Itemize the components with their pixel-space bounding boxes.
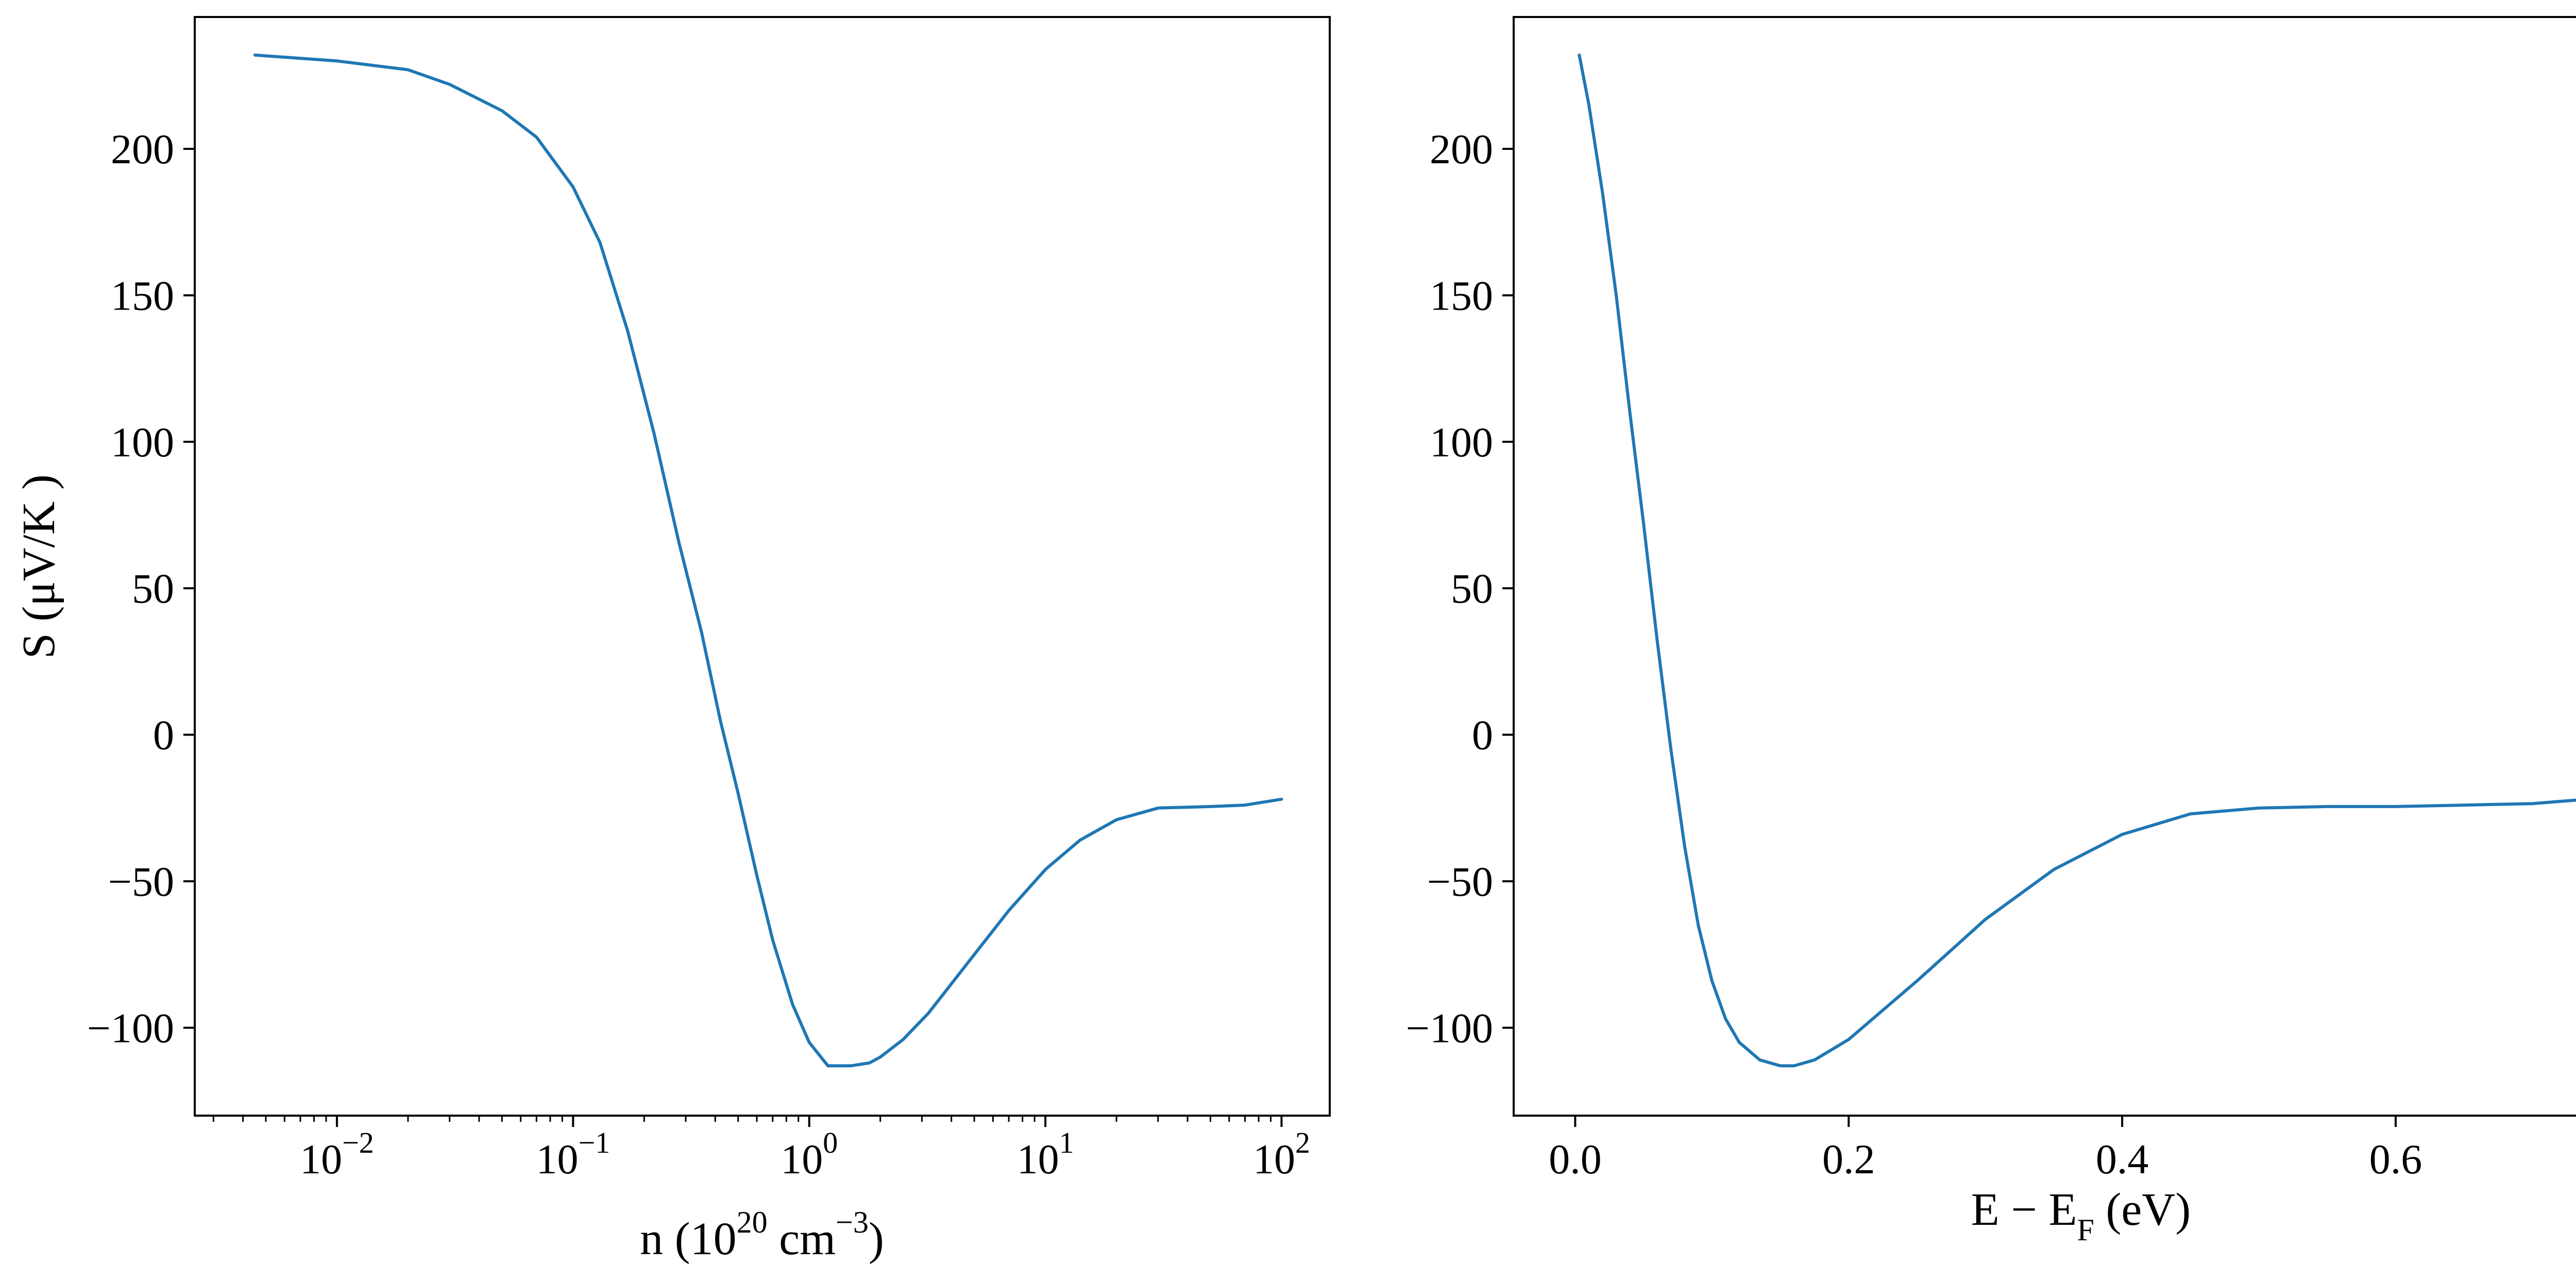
right-x-tick-label: 0.0 — [1549, 1136, 1602, 1183]
left-x-tick-label: 100 — [781, 1126, 838, 1183]
right-y-tick-label: 0 — [1472, 712, 1493, 759]
right-plot-frame — [1513, 16, 2576, 1117]
left-y-axis-label: S (μV/K ) — [13, 474, 64, 659]
left-series-line-0 — [253, 53, 1283, 1068]
left-y-tick-label: 100 — [111, 419, 174, 466]
left-plot-series — [253, 53, 1283, 1068]
right-y-tick-label: −50 — [1427, 858, 1493, 905]
left-panel-seebeck-vs-concentration: 10−2 10−1 100 101 102 200 150 100 50 0 −50 −100 n … — [13, 16, 1331, 1264]
left-x-ticks: 10−2 10−1 100 101 102 — [300, 1116, 1310, 1183]
left-y-tick-label: 50 — [132, 565, 174, 612]
left-y-tick-label: 200 — [111, 126, 174, 173]
left-plot-frame — [194, 16, 1331, 1117]
right-x-tick-label: 0.4 — [2096, 1136, 2149, 1183]
right-x-tick-label: 0.2 — [1822, 1136, 1875, 1183]
right-y-tick-label: 50 — [1451, 565, 1493, 612]
left-y-tick-label: −100 — [87, 1004, 174, 1051]
right-y-tick-label: 150 — [1430, 272, 1493, 319]
left-x-tick-label: 101 — [1017, 1126, 1074, 1183]
right-y-tick-label: −100 — [1406, 1004, 1493, 1051]
left-y-tick-label: 0 — [153, 712, 174, 759]
left-x-tick-label: 10−1 — [536, 1126, 610, 1183]
left-y-tick-label: −50 — [108, 858, 174, 905]
right-panel-seebeck-vs-energy: 0.0 0.2 0.4 0.6 200 150 100 50 0 −50 −100 E − EF … — [1406, 16, 2576, 1247]
left-y-tick-label: 150 — [111, 272, 174, 319]
left-x-tick-label: 10−2 — [300, 1126, 374, 1183]
right-x-axis-label: E − EF (eV) — [1971, 1184, 2191, 1247]
left-x-axis-label: n (1020 cm−3) — [640, 1205, 884, 1264]
right-y-ticks: 200 150 100 50 0 −50 −100 — [1406, 126, 1514, 1051]
right-x-ticks: 0.0 0.2 0.4 0.6 — [1549, 1116, 2422, 1183]
right-y-tick-label: 100 — [1430, 419, 1493, 466]
right-x-tick-label: 0.6 — [2369, 1136, 2422, 1183]
right-series-line-0 — [1578, 53, 2576, 1068]
left-y-ticks: 200 150 100 50 0 −50 −100 — [87, 126, 195, 1051]
right-y-tick-label: 200 — [1430, 126, 1493, 173]
right-plot-series — [1578, 53, 2576, 1068]
left-x-tick-label: 102 — [1253, 1126, 1310, 1183]
